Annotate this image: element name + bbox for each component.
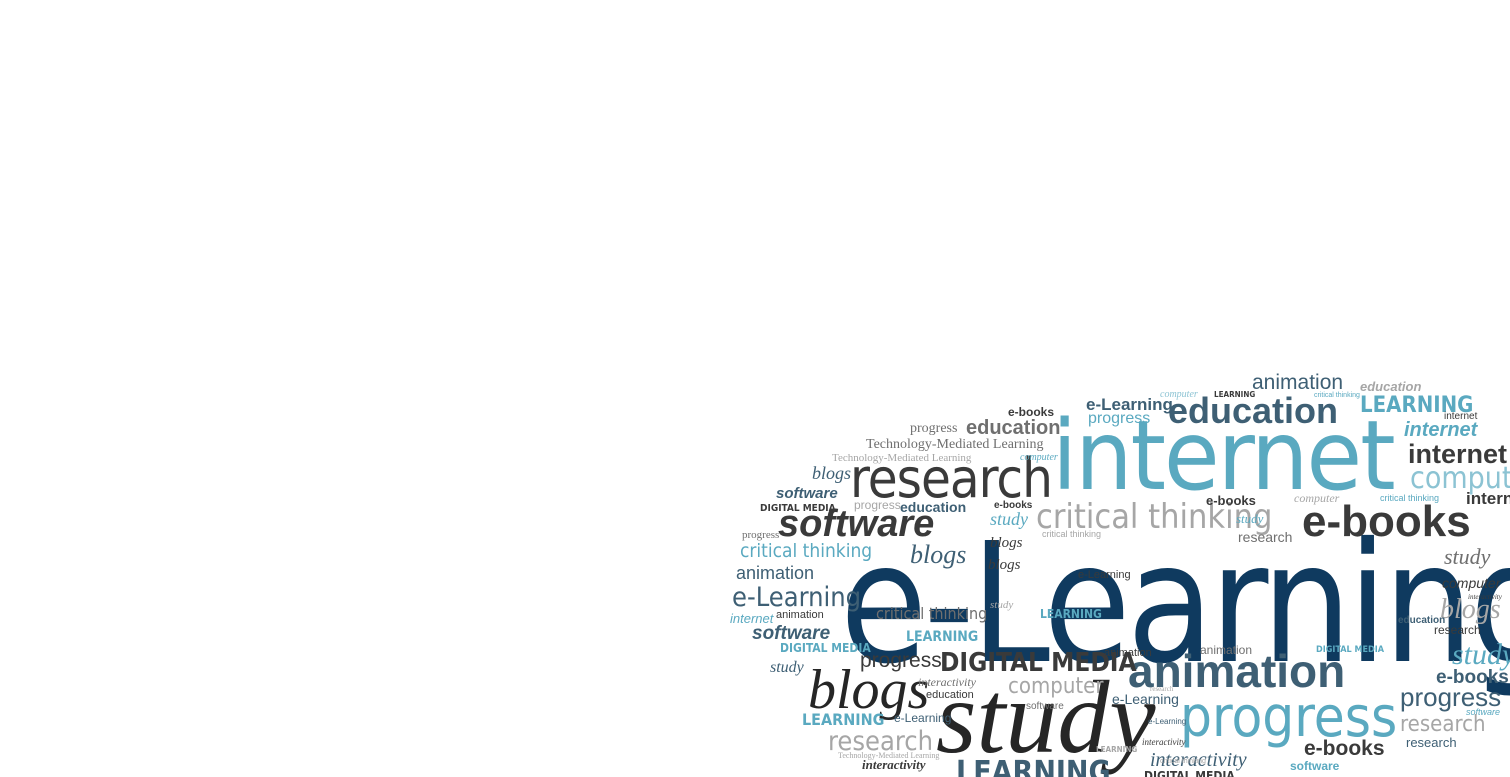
word-learning-2: LEARNING	[802, 710, 885, 729]
word-research-4: research	[1400, 712, 1486, 737]
word-research-2: research	[1238, 529, 1293, 545]
word-interactivity-4: interactivity	[1150, 749, 1247, 771]
word-ebooks-2: e-books	[994, 500, 1033, 511]
word-digital-4: DIGITAL MEDIA	[1316, 645, 1385, 655]
word-progress-2: progress	[910, 421, 958, 436]
word-blogs-4: blogs	[910, 540, 967, 569]
word-study-3: study	[990, 599, 1014, 611]
word-interactivity-3: interactivity	[1142, 737, 1186, 747]
word-interactivity-2: interactivity	[918, 675, 976, 689]
word-blogs-1: blogs	[812, 463, 852, 483]
word-software-big: software	[778, 503, 935, 545]
word-internet-r3: intern	[1466, 489, 1510, 508]
word-internet-1: internet	[1408, 439, 1508, 469]
word-software-2: software	[752, 623, 831, 644]
word-elearning-4: e-Learning	[894, 711, 952, 725]
word-research-5: research	[1406, 735, 1457, 750]
word-interactivity-5: interactivity	[1468, 593, 1502, 601]
word-critical-1: critical thinking	[740, 540, 873, 562]
word-computer-2: computer	[1020, 452, 1058, 463]
word-elearning-2: e-Learning	[732, 582, 862, 613]
word-research-6: research	[1150, 685, 1174, 693]
word-critical-2: critical thinking	[876, 604, 988, 623]
word-research-big: research	[850, 447, 1053, 510]
word-learning-5: LEARNING	[956, 755, 1111, 777]
word-computer-4: computer	[1294, 491, 1340, 505]
word-progress-5: progress	[860, 649, 942, 672]
word-ebooks-1: e-books	[1008, 405, 1055, 419]
word-study-4: study	[1236, 511, 1264, 526]
word-critical-big: critical thinking	[1036, 497, 1273, 537]
word-interactivity-1: interactivity	[862, 757, 926, 772]
word-progress-3: progress	[854, 498, 901, 512]
word-progress-1: progress	[1088, 410, 1151, 427]
word-blogs-2: blogs	[990, 535, 1023, 551]
word-study-big: study	[936, 660, 1156, 775]
word-elearning-1: e-Learning	[1086, 395, 1173, 414]
word-tml-3: Technology-Mediated Learning	[838, 751, 940, 760]
word-study-5: study	[1444, 544, 1491, 569]
word-internet-r1: internet	[1444, 411, 1478, 422]
word-learning-4: LEARNING	[906, 629, 979, 645]
word-education-big: education	[1168, 390, 1339, 431]
word-digital-media-big: DIGITAL MEDIA	[940, 648, 1137, 678]
word-computer-3: computer	[1008, 674, 1104, 699]
word-learning-top: LEARNING	[1360, 393, 1474, 418]
word-education-2: education	[900, 499, 967, 515]
word-blogs-3: blogs	[988, 557, 1021, 573]
word-internet-2: internet	[730, 611, 774, 626]
word-software-1: software	[776, 485, 838, 502]
word-digital-1: DIGITAL MEDIA	[760, 503, 836, 514]
word-blogs-r: blogs	[1440, 594, 1501, 625]
word-learning-6: LEARNING	[1096, 745, 1138, 754]
word-education-top: education	[1360, 379, 1422, 394]
word-education-4: education	[1398, 615, 1446, 626]
word-animation-3: animation	[1104, 647, 1152, 659]
word-internet-big: internet	[1052, 400, 1396, 512]
word-digital-2: DIGITAL MEDIA	[780, 641, 871, 655]
word-internet-r2: internet	[1404, 419, 1478, 441]
word-animation-big: animation	[1128, 645, 1346, 697]
word-progress-4: progress	[742, 529, 780, 541]
word-software-5: software	[1290, 759, 1340, 773]
word-software-4: software	[1466, 707, 1501, 717]
word-computer-r1: computer	[1410, 461, 1510, 496]
word-study-1: study	[770, 659, 804, 676]
word-study-6: study	[1452, 638, 1510, 671]
word-elearning-5: e-Learning	[1112, 691, 1179, 707]
word-progress-r: progress	[1400, 682, 1502, 712]
word-research-1: research	[828, 726, 933, 757]
word-digital-3: DIGITAL MEDIA	[1144, 769, 1235, 777]
word-animation-4: animation	[1200, 643, 1253, 657]
word-software-3: software	[1026, 701, 1064, 712]
word-learning-1: LEARNING	[1214, 390, 1256, 399]
word-blogs-big: blogs	[808, 659, 930, 721]
word-computer-5: computer	[1442, 575, 1501, 591]
word-elearning-5b: e-Learning	[1148, 717, 1187, 726]
word-elearning-3: e-Learning	[1078, 569, 1131, 581]
word-ebooks-5: e-books	[1304, 737, 1385, 760]
word-critical-3: critical thinking	[1160, 758, 1206, 765]
word-animation-2: animation	[776, 609, 824, 621]
word-critical-r1: critical thinking	[1314, 392, 1360, 399]
word-ebooks-4: e-books	[1436, 667, 1509, 688]
word-computer-1: computer	[1160, 389, 1198, 400]
word-critical-r2: critical thinking	[1380, 493, 1440, 503]
word-critical-4: critical thinking	[1042, 529, 1102, 539]
word-tml-1: Technology-Mediated Learning	[866, 437, 1044, 452]
word-animation-1: animation	[736, 563, 815, 583]
word-education-1: education	[966, 417, 1061, 439]
word-ebooks-3: e-books	[1206, 493, 1256, 508]
word-progress-big: progress	[1180, 685, 1398, 750]
word-elearning-main: e-Learning	[840, 508, 1510, 701]
word-ebooks-big: e-books	[1302, 497, 1471, 546]
word-study-2: study	[990, 509, 1028, 529]
word-learning-3: LEARNING	[1040, 607, 1102, 621]
word-tml-2: Technology-Mediated Learning	[832, 452, 972, 464]
word-animation-top: animation	[1252, 371, 1344, 394]
word-education-3: education	[926, 689, 974, 701]
word-research-3: research	[1434, 623, 1481, 637]
